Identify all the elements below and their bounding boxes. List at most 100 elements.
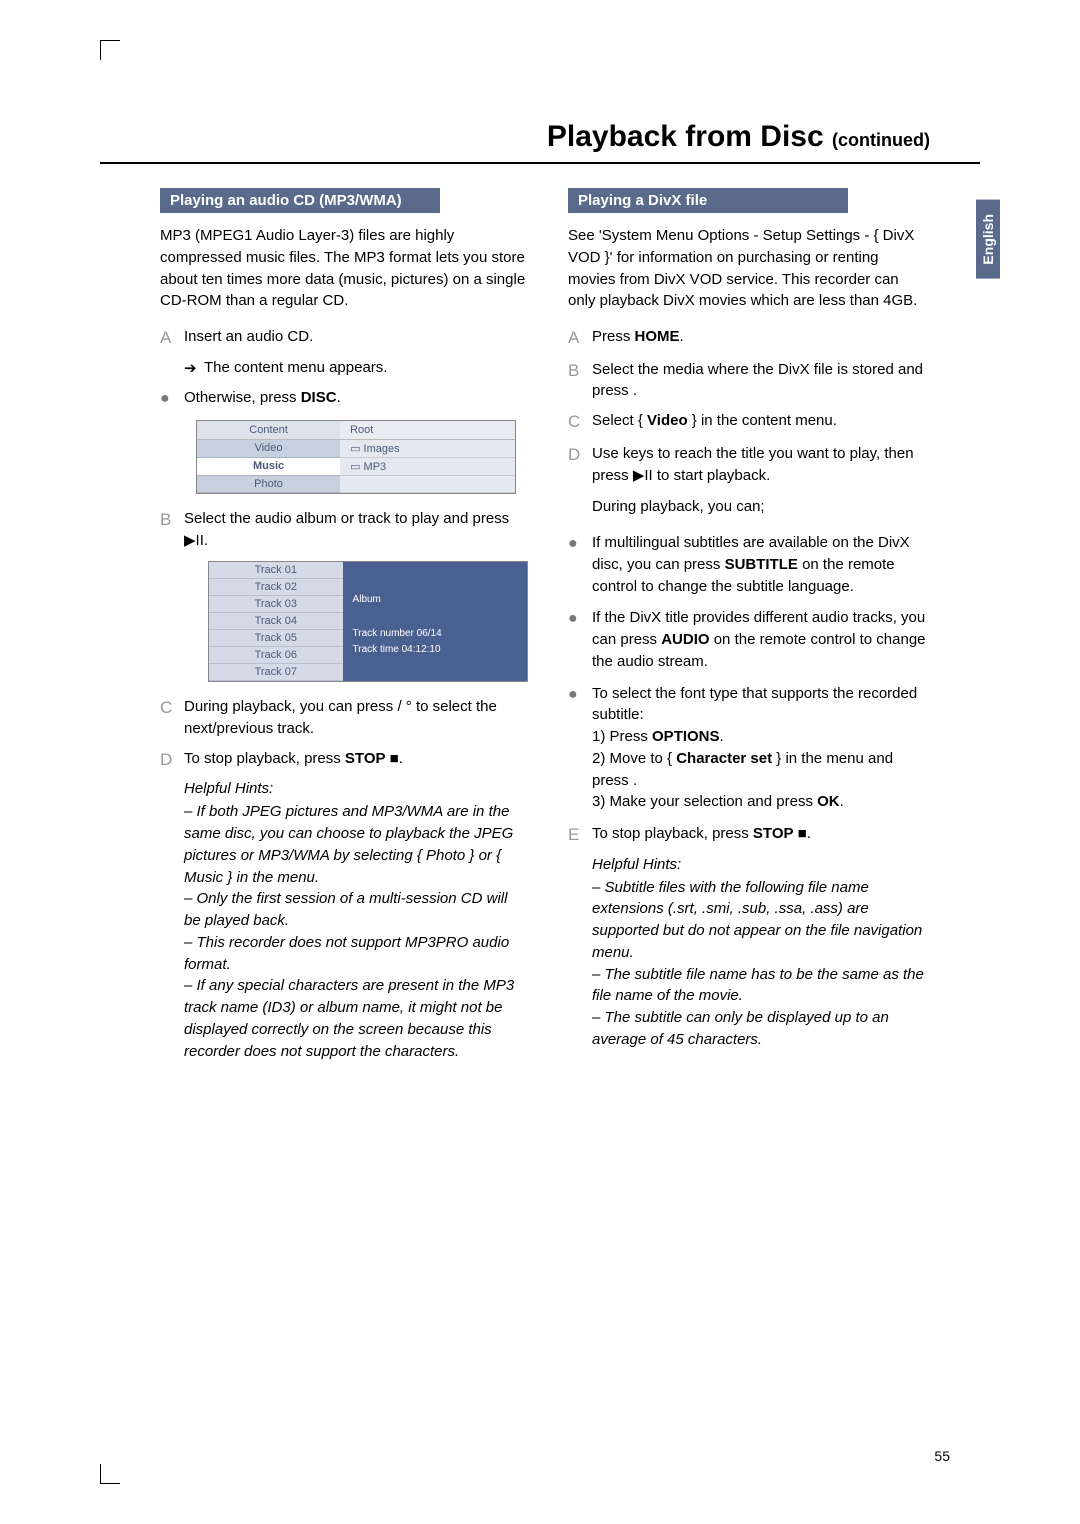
track-list: Track 01 Track 02 Track 03 Track 04 Trac…	[209, 562, 343, 681]
language-tab: English	[976, 200, 1000, 279]
r-b3-3-pre: 3) Make your selection and press	[592, 793, 817, 810]
otherwise-bullet: ● Otherwise, press DISC.	[160, 387, 528, 410]
during-playback: During playback, you can;	[592, 496, 930, 518]
r-b3-3-bold: OK	[817, 793, 840, 810]
step-letter-c: C	[160, 696, 184, 721]
r-step-c-bold: Video	[647, 412, 688, 429]
content-hdr-left: Content	[197, 421, 340, 440]
r-bullet-1-text: If multilingual subtitles are available …	[592, 532, 930, 597]
step-c-text: During playback, you can press / ° to se…	[184, 696, 528, 740]
track-item: Track 05	[209, 630, 343, 647]
r-b1-bold: SUBTITLE	[725, 556, 798, 573]
page-number: 55	[934, 1448, 950, 1464]
bullet-icon: ●	[568, 683, 592, 706]
r-step-a-pre: Press	[592, 328, 635, 345]
hints-title-right: Helpful Hints:	[592, 856, 930, 873]
track-item: Track 07	[209, 664, 343, 681]
track-list-table: Track 01 Track 02 Track 03 Track 04 Trac…	[208, 561, 528, 682]
track-item: Track 04	[209, 613, 343, 630]
r-step-a-text: Press HOME.	[592, 326, 930, 348]
hints-title-left: Helpful Hints:	[184, 780, 528, 797]
left-section-header: Playing an audio CD (MP3/WMA)	[160, 188, 440, 213]
menu-images: ▭ Images	[340, 440, 515, 458]
crop-mark-tl	[100, 40, 120, 60]
step-b-text: Select the audio album or track to play …	[184, 508, 528, 552]
r-step-a-bold: HOME	[635, 328, 680, 345]
r-b2-bold: AUDIO	[661, 631, 709, 648]
step-a-text: Insert an audio CD.	[184, 326, 528, 348]
step-a-result-text: The content menu appears.	[204, 359, 387, 376]
r-bullet-3-text: To select the font type that supports th…	[592, 683, 930, 814]
r-b3-2-pre: 2) Move to {	[592, 750, 676, 767]
page-title-main: Playback from Disc	[547, 120, 824, 153]
right-section-header: Playing a DivX file	[568, 188, 848, 213]
page-title-suffix: (continued)	[832, 130, 930, 150]
r-step-letter-e: E	[568, 823, 592, 848]
left-column: Playing an audio CD (MP3/WMA) MP3 (MPEG1…	[100, 188, 528, 1062]
r-step-d: D Use keys to reach the title you want t…	[568, 443, 930, 487]
r-step-c-pre: Select {	[592, 412, 647, 429]
menu-blank	[340, 476, 515, 493]
track-item: Track 01	[209, 562, 343, 579]
r-step-letter-a: A	[568, 326, 592, 351]
r-step-c-post: } in the content menu.	[688, 412, 837, 429]
crop-mark-bl	[100, 1464, 120, 1484]
otherwise-bold: DISC	[301, 389, 337, 406]
r-step-letter-c: C	[568, 410, 592, 435]
menu-video: Video	[197, 440, 340, 458]
track-number: Track number 06/14	[353, 626, 517, 642]
r-step-letter-d: D	[568, 443, 592, 468]
step-letter-d: D	[160, 748, 184, 773]
step-letter-a: A	[160, 326, 184, 351]
r-step-letter-b: B	[568, 359, 592, 384]
r-step-c: C Select { Video } in the content menu.	[568, 410, 930, 435]
r-b3-1-bold: OPTIONS	[652, 728, 720, 745]
step-letter-b: B	[160, 508, 184, 533]
right-intro: See 'System Menu Options - Setup Setting…	[568, 225, 930, 312]
r-step-e: E To stop playback, press STOP ■.	[568, 823, 930, 848]
step-a-result: ➔ The content menu appears.	[184, 359, 528, 377]
bullet-icon: ●	[568, 532, 592, 555]
hints-body-left: – If both JPEG pictures and MP3/WMA are …	[184, 801, 528, 1062]
r-b3-intro: To select the font type that supports th…	[592, 685, 917, 724]
r-bullet-1: ● If multilingual subtitles are availabl…	[568, 532, 930, 597]
content-columns: Playing an audio CD (MP3/WMA) MP3 (MPEG1…	[100, 188, 980, 1062]
bullet-icon: ●	[568, 607, 592, 630]
r-step-b-text: Select the media where the DivX file is …	[592, 359, 930, 403]
track-info-panel: Album Track number 06/14 Track time 04:1…	[343, 562, 527, 681]
r-step-e-pre: To stop playback, press	[592, 825, 753, 842]
r-step-b: B Select the media where the DivX file i…	[568, 359, 930, 403]
r-step-e-post: ■.	[794, 825, 811, 842]
track-time: Track time 04:12:10	[353, 642, 517, 658]
step-b: B Select the audio album or track to pla…	[160, 508, 528, 552]
page-title: Playback from Disc (continued)	[100, 120, 980, 164]
r-b3-1-pre: 1) Press	[592, 728, 652, 745]
r-b3-1-post: .	[720, 728, 724, 745]
menu-music: Music	[197, 458, 340, 476]
r-step-c-text: Select { Video } in the content menu.	[592, 410, 930, 432]
track-item: Track 02	[209, 579, 343, 596]
left-intro: MP3 (MPEG1 Audio Layer-3) files are high…	[160, 225, 528, 312]
step-a: A Insert an audio CD.	[160, 326, 528, 351]
otherwise-text: Otherwise, press DISC.	[184, 387, 528, 409]
arrow-icon: ➔	[184, 359, 204, 377]
track-item: Track 06	[209, 647, 343, 664]
step-d-bold: STOP	[345, 750, 386, 767]
r-step-d-text: Use keys to reach the title you want to …	[592, 443, 930, 487]
content-menu-table: Content Root Video▭ Images Music▭ MP3 Ph…	[196, 420, 516, 494]
r-bullet-2-text: If the DivX title provides different aud…	[592, 607, 930, 672]
step-c: C During playback, you can press / ° to …	[160, 696, 528, 740]
r-bullet-2: ● If the DivX title provides different a…	[568, 607, 930, 672]
r-b3-2-bold: Character set	[676, 750, 772, 767]
step-d: D To stop playback, press STOP ■.	[160, 748, 528, 773]
bullet-icon: ●	[160, 387, 184, 410]
content-hdr-right: Root	[340, 421, 515, 440]
r-b3-3-post: .	[840, 793, 844, 810]
r-step-e-bold: STOP	[753, 825, 794, 842]
r-bullet-3: ● To select the font type that supports …	[568, 683, 930, 814]
step-d-pre: To stop playback, press	[184, 750, 345, 767]
r-step-a-post: .	[680, 328, 684, 345]
r-step-a: A Press HOME.	[568, 326, 930, 351]
album-label: Album	[353, 592, 517, 608]
hints-body-right: – Subtitle files with the following file…	[592, 877, 930, 1051]
